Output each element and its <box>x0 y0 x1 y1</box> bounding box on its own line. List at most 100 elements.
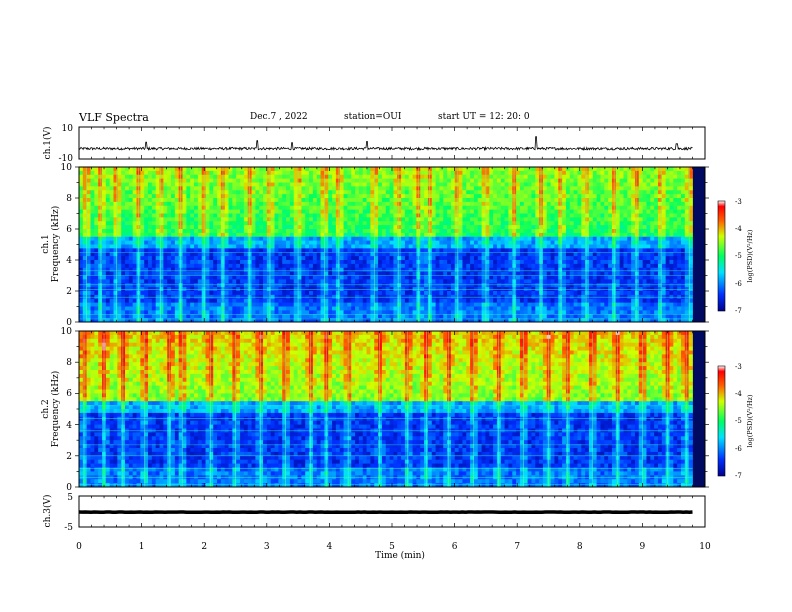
spectrogram-cell <box>132 198 137 203</box>
spectrogram-cell <box>347 217 352 222</box>
spectrogram-cell <box>588 260 594 265</box>
spectrogram-cell <box>236 174 241 180</box>
spectrogram-cell <box>236 194 241 199</box>
spectrogram-cell <box>519 178 525 183</box>
spectrogram-cell <box>485 279 490 284</box>
spectrogram-cell <box>332 201 337 207</box>
spectrogram-cell <box>347 252 352 257</box>
spectrogram-cell <box>462 271 467 276</box>
spectrogram-cell <box>355 209 360 214</box>
spectrogram-cell <box>657 205 663 211</box>
spectrogram-cell <box>581 240 586 245</box>
spectrogram-cell <box>117 275 122 280</box>
spectrogram-cell <box>623 217 628 222</box>
spectrogram-cell <box>171 252 176 257</box>
spectrogram-cell <box>174 252 180 257</box>
spectrogram-cell <box>608 229 613 234</box>
spectrogram-cell <box>236 263 241 269</box>
spectrogram-cell <box>351 271 356 276</box>
spectrogram-cell <box>523 260 528 265</box>
spectrogram-cell <box>619 170 624 176</box>
spectrogram-cell <box>443 198 448 203</box>
spectrogram-cell <box>251 240 256 245</box>
spectrogram-cell <box>650 186 655 191</box>
spectrogram-cell <box>623 178 628 183</box>
spectrogram-cell <box>604 267 609 273</box>
spectrogram-cell <box>427 182 433 187</box>
spectrogram-cell <box>197 225 203 230</box>
spectrogram-cell <box>113 174 118 180</box>
spectrogram-cell <box>573 256 578 261</box>
spectrogram-cell <box>148 229 153 234</box>
spectrogram-cell <box>182 213 187 218</box>
spectrogram-cell <box>424 236 429 242</box>
spectrogram-cell <box>508 271 513 276</box>
spectrogram-cell <box>140 263 145 269</box>
spectrogram-cell <box>90 252 95 257</box>
spectrogram-cell <box>688 205 693 211</box>
spectrogram-cell <box>94 229 99 234</box>
spectrogram-cell <box>493 244 498 249</box>
spectrogram-cell <box>542 205 548 211</box>
spectrogram-cell <box>102 260 107 265</box>
spectrogram-cell <box>125 201 130 207</box>
spectrogram-cell <box>504 213 509 218</box>
spectrogram-cell <box>466 229 471 234</box>
spectrogram-cell <box>393 225 398 230</box>
spectrogram-cell <box>358 232 364 238</box>
spectrogram-cell <box>420 209 425 214</box>
spectrogram-cell <box>569 213 575 218</box>
spectrogram-cell <box>673 170 678 176</box>
spectrogram-cell <box>462 217 467 222</box>
spectrogram-cell <box>347 194 352 199</box>
spectrogram-cell <box>546 279 552 284</box>
spectrogram-cell <box>159 283 164 288</box>
spectrogram-cell <box>255 209 260 214</box>
spectrogram-cell <box>140 240 145 245</box>
spectrogram-cell <box>489 279 494 284</box>
spectrogram-cell <box>309 267 314 273</box>
spectrogram-cell <box>167 170 172 176</box>
spectrogram-cell <box>255 178 260 183</box>
spectrogram-cell <box>82 236 88 242</box>
spectrogram-cell <box>255 182 260 187</box>
spectrogram-cell <box>213 201 218 207</box>
spectrogram-cell <box>378 267 383 273</box>
spectrogram-cell <box>588 217 594 222</box>
spectrogram-cell <box>312 225 318 230</box>
spectrogram-cell <box>209 209 214 214</box>
spectrogram-cell <box>562 174 567 180</box>
spectrogram-cell <box>98 205 103 211</box>
spectrogram-cell <box>266 271 272 276</box>
spectrogram-cell <box>132 186 137 191</box>
spectrogram-cell <box>588 279 594 284</box>
spectrogram-cell <box>289 170 295 176</box>
spectrogram-cell <box>232 232 237 238</box>
spectrogram-cell <box>232 190 237 195</box>
spectrogram-cell <box>121 217 126 222</box>
spectrogram-cell <box>251 221 256 226</box>
spectrogram-cell <box>339 217 344 222</box>
spectrogram-cell <box>343 267 348 273</box>
spectrogram-cell <box>431 271 436 276</box>
spectrogram-cell <box>282 213 287 218</box>
spectrogram-cell <box>190 260 195 265</box>
spectrogram-cell <box>443 190 448 195</box>
spectrogram-cell <box>680 213 686 218</box>
spectrogram-cell <box>309 221 314 226</box>
spectrogram-cell <box>485 201 490 207</box>
spectrogram-cell <box>351 225 356 230</box>
spectrogram-cell <box>650 229 655 234</box>
spectrogram-cell <box>128 178 134 183</box>
spectrogram-cell <box>251 260 256 265</box>
spectrogram-cell <box>312 167 318 172</box>
spectrogram-cell <box>289 198 295 203</box>
spectrogram-cell <box>577 201 582 207</box>
spectrogram-cell <box>588 186 594 191</box>
spectrogram-cell <box>550 263 555 269</box>
spectrogram-cell <box>638 263 644 269</box>
spectrogram-cell <box>274 198 279 203</box>
spectrogram-cell <box>190 167 195 172</box>
spectrogram-cell <box>263 279 268 284</box>
spectrogram-cell <box>654 167 659 172</box>
